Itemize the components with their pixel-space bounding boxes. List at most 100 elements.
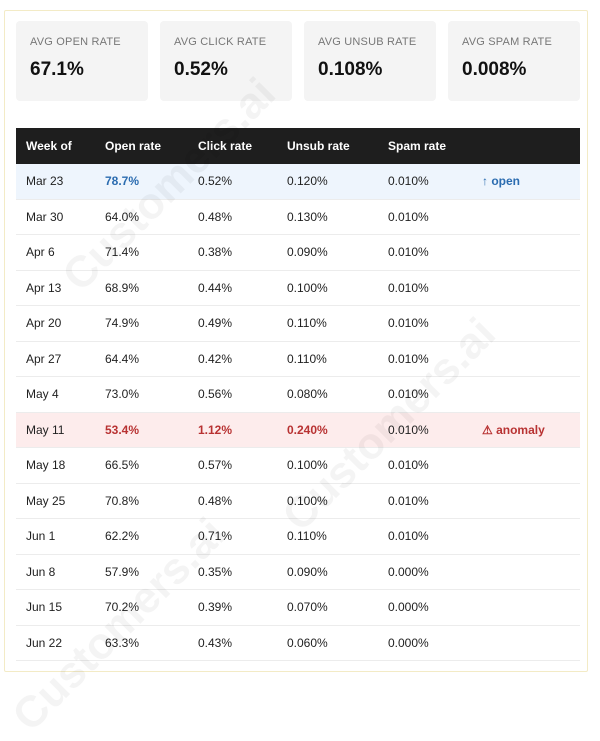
cell-week: Mar 30	[26, 209, 64, 224]
cell-spam-rate: 0.010%	[388, 458, 429, 473]
cell-week: Jun 22	[26, 635, 63, 650]
card-value: 0.108%	[318, 59, 383, 80]
cell-unsub-rate: 0.100%	[287, 493, 328, 508]
cell-flag: ↑ open	[482, 174, 520, 189]
cell-open-rate: 68.9%	[105, 280, 140, 295]
header-open-rate: Open rate	[105, 139, 162, 153]
cell-spam-rate: 0.010%	[388, 174, 429, 189]
cell-unsub-rate: 0.090%	[287, 245, 328, 260]
cell-spam-rate: 0.010%	[388, 493, 429, 508]
header-unsub-rate: Unsub rate	[287, 139, 350, 153]
header-spam-rate: Spam rate	[388, 139, 447, 153]
cell-open-rate: 73.0%	[105, 387, 140, 402]
cell-unsub-rate: 0.070%	[287, 600, 328, 615]
table-row: Jun 1 62.2% 0.71% 0.110% 0.010%	[16, 519, 580, 555]
avg-open-rate-card: AVG OPEN RATE 67.1%	[16, 21, 148, 101]
table-row: Jun 22 63.3% 0.43% 0.060% 0.000%	[16, 626, 580, 661]
cell-unsub-rate: 0.110%	[287, 529, 327, 544]
cell-week: Jun 8	[26, 564, 56, 579]
card-label: AVG OPEN RATE	[30, 36, 121, 48]
table-row: May 11 53.4% 1.12% 0.240% 0.010% ⚠ anomaly	[16, 412, 580, 448]
table-body: Mar 23 78.7% 0.52% 0.120% 0.010% ↑ open Mar 30…	[16, 164, 580, 661]
cell-week: May 4	[26, 387, 59, 402]
cell-click-rate: 0.52%	[198, 174, 233, 189]
card-label: AVG CLICK RATE	[174, 36, 267, 48]
cell-week: May 11	[26, 422, 65, 437]
table-row: Jun 15 70.2% 0.39% 0.070% 0.000%	[16, 590, 580, 626]
cell-click-rate: 0.71%	[198, 529, 233, 544]
cell-open-rate: 62.2%	[105, 529, 140, 544]
content-frame	[4, 10, 588, 672]
cell-click-rate: 0.44%	[198, 280, 233, 295]
cell-click-rate: 0.39%	[198, 600, 233, 615]
cell-open-rate: 57.9%	[105, 564, 140, 579]
cell-unsub-rate: 0.100%	[287, 458, 328, 473]
header-click-rate: Click rate	[198, 139, 253, 153]
cell-open-rate: 64.0%	[105, 209, 140, 224]
summary-cards: AVG OPEN RATE 67.1% AVG CLICK RATE 0.52%…	[16, 21, 580, 101]
cell-unsub-rate: 0.110%	[287, 316, 327, 331]
cell-open-rate: 70.8%	[105, 493, 140, 508]
cell-spam-rate: 0.010%	[388, 316, 429, 331]
weekly-rates-table: Week of Open rate Click rate Unsub rate …	[16, 128, 580, 661]
cell-week: May 18	[26, 458, 66, 473]
cell-spam-rate: 0.010%	[388, 280, 429, 295]
cell-spam-rate: 0.010%	[388, 245, 429, 260]
cell-click-rate: 0.49%	[198, 316, 233, 331]
card-value: 0.008%	[462, 59, 527, 80]
cell-week: Apr 20	[26, 316, 62, 331]
header-week-of: Week of	[26, 139, 72, 153]
table-row: Mar 30 64.0% 0.48% 0.130% 0.010%	[16, 200, 580, 235]
cell-week: Apr 6	[26, 245, 55, 260]
table-header: Week of Open rate Click rate Unsub rate …	[16, 128, 580, 164]
cell-open-rate: 53.4%	[105, 422, 140, 437]
table-row: Mar 23 78.7% 0.52% 0.120% 0.010% ↑ open	[16, 164, 580, 200]
cell-week: Mar 23	[26, 174, 64, 189]
cell-open-rate: 66.5%	[105, 458, 140, 473]
card-label: AVG SPAM RATE	[462, 36, 553, 48]
card-value: 67.1%	[30, 59, 84, 80]
table-row: Apr 20 74.9% 0.49% 0.110% 0.010%	[16, 306, 580, 342]
table-row: Apr 27 64.4% 0.42% 0.110% 0.010%	[16, 342, 580, 377]
cell-click-rate: 0.48%	[198, 209, 233, 224]
cell-click-rate: 0.38%	[198, 245, 233, 260]
avg-unsub-rate-card: AVG UNSUB RATE 0.108%	[304, 21, 436, 101]
cell-week: Apr 13	[26, 280, 62, 295]
cell-unsub-rate: 0.080%	[287, 387, 328, 402]
cell-unsub-rate: 0.060%	[287, 635, 328, 650]
cell-click-rate: 1.12%	[198, 422, 233, 437]
table-row: Apr 6 71.4% 0.38% 0.090% 0.010%	[16, 235, 580, 271]
card-label: AVG UNSUB RATE	[318, 36, 417, 48]
cell-click-rate: 0.57%	[198, 458, 233, 473]
cell-spam-rate: 0.010%	[388, 422, 429, 437]
cell-click-rate: 0.56%	[198, 387, 233, 402]
cell-open-rate: 64.4%	[105, 351, 140, 366]
cell-spam-rate: 0.010%	[388, 209, 429, 224]
cell-open-rate: 74.9%	[105, 316, 140, 331]
table-row: May 18 66.5% 0.57% 0.100% 0.010%	[16, 448, 580, 484]
cell-unsub-rate: 0.100%	[287, 280, 328, 295]
cell-week: Jun 1	[26, 529, 56, 544]
cell-spam-rate: 0.000%	[388, 635, 429, 650]
table-row: May 4 73.0% 0.56% 0.080% 0.010%	[16, 377, 580, 413]
cell-spam-rate: 0.000%	[388, 564, 429, 579]
table-row: Apr 13 68.9% 0.44% 0.100% 0.010%	[16, 271, 580, 306]
cell-unsub-rate: 0.130%	[287, 209, 328, 224]
cell-week: Apr 27	[26, 351, 62, 366]
cell-week: Jun 15	[26, 600, 63, 615]
cell-open-rate: 78.7%	[105, 174, 140, 189]
cell-unsub-rate: 0.110%	[287, 351, 327, 366]
cell-spam-rate: 0.010%	[388, 529, 429, 544]
cell-open-rate: 63.3%	[105, 635, 140, 650]
cell-spam-rate: 0.000%	[388, 600, 429, 615]
cell-click-rate: 0.48%	[198, 493, 233, 508]
cell-spam-rate: 0.010%	[388, 351, 429, 366]
card-value: 0.52%	[174, 59, 228, 80]
cell-click-rate: 0.43%	[198, 635, 233, 650]
cell-unsub-rate: 0.120%	[287, 174, 328, 189]
cell-flag: ⚠ anomaly	[482, 422, 545, 437]
cell-click-rate: 0.35%	[198, 564, 233, 579]
table-row: Jun 8 57.9% 0.35% 0.090% 0.000%	[16, 555, 580, 590]
cell-unsub-rate: 0.090%	[287, 564, 328, 579]
avg-click-rate-card: AVG CLICK RATE 0.52%	[160, 21, 292, 101]
